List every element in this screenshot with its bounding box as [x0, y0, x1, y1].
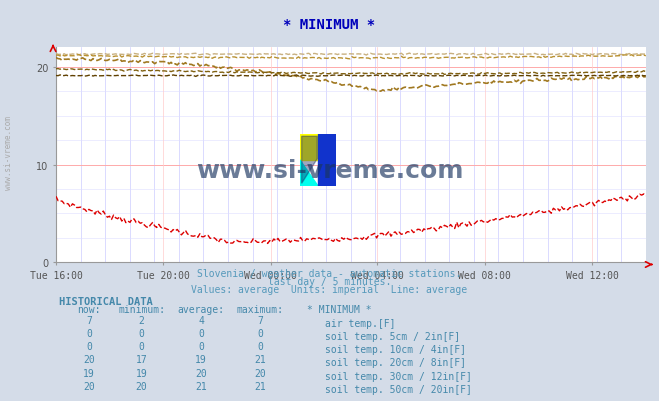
Text: 20: 20	[136, 381, 148, 391]
Bar	[318, 134, 336, 186]
Text: soil temp. 20cm / 8in[F]: soil temp. 20cm / 8in[F]	[325, 358, 466, 367]
Text: www.si-vreme.com: www.si-vreme.com	[196, 158, 463, 182]
Text: last day / 5 minutes.: last day / 5 minutes.	[268, 277, 391, 286]
Text: soil temp. 5cm / 2in[F]: soil temp. 5cm / 2in[F]	[325, 331, 460, 341]
Text: 21: 21	[254, 354, 266, 365]
Text: 20: 20	[83, 381, 95, 391]
Text: air temp.[F]: air temp.[F]	[325, 318, 395, 328]
Text: 2: 2	[139, 315, 144, 325]
Text: 7: 7	[258, 315, 263, 325]
Text: * MINIMUM *: * MINIMUM *	[283, 18, 376, 32]
Text: 4: 4	[198, 315, 204, 325]
Text: 20: 20	[83, 354, 95, 365]
Text: 0: 0	[258, 328, 263, 338]
Text: 0: 0	[86, 341, 92, 351]
Text: now:: now:	[77, 304, 101, 314]
Text: 0: 0	[198, 328, 204, 338]
Text: 20: 20	[254, 368, 266, 378]
Text: www.si-vreme.com: www.si-vreme.com	[4, 115, 13, 189]
Text: 0: 0	[198, 341, 204, 351]
Text: 0: 0	[139, 328, 144, 338]
Polygon shape	[300, 160, 318, 186]
Text: 21: 21	[195, 381, 207, 391]
Text: 19: 19	[136, 368, 148, 378]
Text: soil temp. 30cm / 12in[F]: soil temp. 30cm / 12in[F]	[325, 371, 472, 381]
Bar	[300, 134, 318, 160]
Text: HISTORICAL DATA: HISTORICAL DATA	[59, 297, 153, 306]
Text: minimum:: minimum:	[118, 304, 165, 314]
Text: 19: 19	[195, 354, 207, 365]
Text: soil temp. 10cm / 4in[F]: soil temp. 10cm / 4in[F]	[325, 344, 466, 354]
Text: 20: 20	[195, 368, 207, 378]
Text: 17: 17	[136, 354, 148, 365]
Text: 0: 0	[258, 341, 263, 351]
Text: Values: average  Units: imperial  Line: average: Values: average Units: imperial Line: av…	[191, 285, 468, 294]
Text: 0: 0	[139, 341, 144, 351]
Text: soil temp. 50cm / 20in[F]: soil temp. 50cm / 20in[F]	[325, 384, 472, 394]
Text: 21: 21	[254, 381, 266, 391]
Text: Slovenia / weather data - automatic stations.: Slovenia / weather data - automatic stat…	[197, 269, 462, 278]
Text: 7: 7	[86, 315, 92, 325]
Text: 19: 19	[83, 368, 95, 378]
Text: 0: 0	[86, 328, 92, 338]
Text: * MINIMUM *: * MINIMUM *	[307, 304, 372, 314]
Polygon shape	[302, 137, 317, 184]
Text: average:: average:	[177, 304, 225, 314]
Text: maximum:: maximum:	[237, 304, 284, 314]
